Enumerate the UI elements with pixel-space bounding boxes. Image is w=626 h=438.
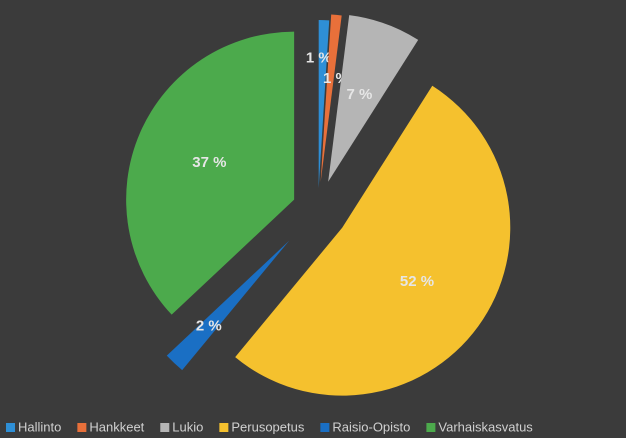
legend-swatch bbox=[6, 423, 15, 432]
legend-label: Perusopetus bbox=[231, 419, 304, 434]
legend-label: Varhaiskasvatus bbox=[438, 419, 533, 434]
legend-swatch bbox=[160, 423, 170, 432]
pie-slice bbox=[318, 20, 330, 189]
legend-swatch bbox=[219, 423, 229, 432]
legend-swatch bbox=[426, 423, 436, 432]
pie-slice bbox=[235, 85, 511, 396]
data-label: 2 % bbox=[196, 317, 222, 334]
pie-slice bbox=[320, 14, 342, 183]
data-label: 52 % bbox=[400, 273, 434, 290]
legend-label: Hallinto bbox=[18, 419, 61, 434]
pie-slice bbox=[166, 240, 290, 371]
legend-label: Lukio bbox=[172, 419, 203, 434]
legend-label: Raisio-Opisto bbox=[332, 419, 410, 434]
data-label: 7 % bbox=[347, 86, 373, 103]
data-label: 37 % bbox=[192, 154, 226, 171]
pie-slice bbox=[126, 31, 295, 315]
legend-swatch bbox=[77, 423, 87, 432]
pie-slice bbox=[328, 15, 419, 182]
legend-swatch bbox=[320, 423, 330, 432]
legend-label: Hankkeet bbox=[89, 419, 144, 434]
data-label: 1 % bbox=[306, 49, 332, 66]
